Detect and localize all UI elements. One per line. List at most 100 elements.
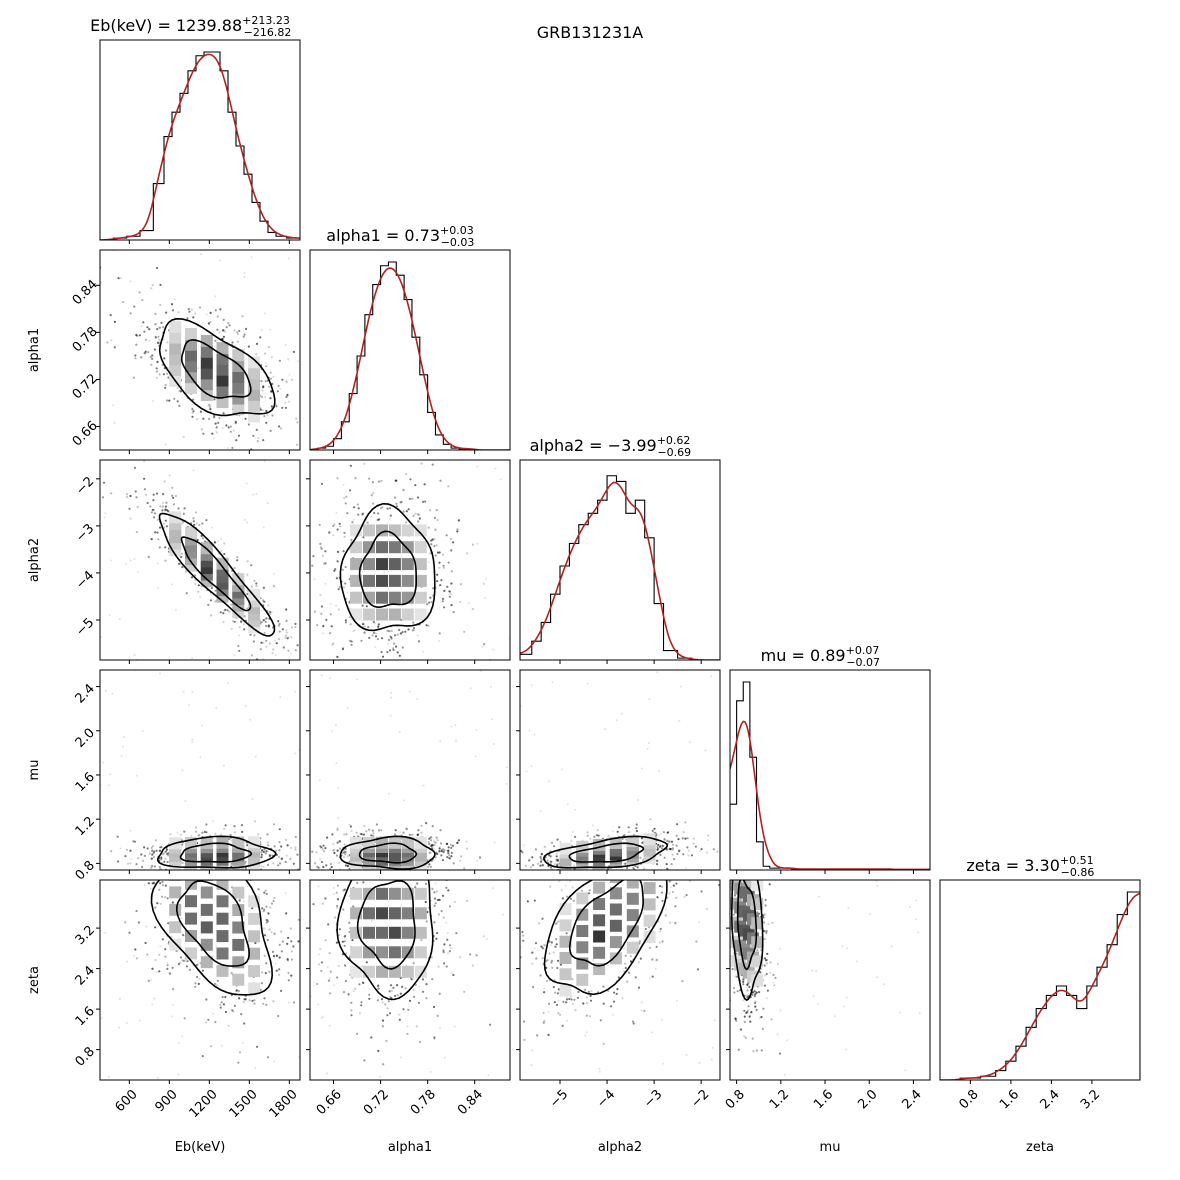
scatter-point <box>442 851 445 854</box>
scatter-outlier <box>531 1049 534 1052</box>
scatter-point <box>445 689 447 691</box>
scatter-point <box>411 629 414 632</box>
scatter-point <box>540 852 544 856</box>
scatter-point <box>655 958 659 962</box>
scatter-point <box>668 892 671 895</box>
scatter-point <box>750 867 752 869</box>
scatter-point <box>430 956 433 959</box>
scatter-outlier <box>269 328 272 331</box>
scatter-point <box>556 992 560 995</box>
scatter-point <box>336 976 339 979</box>
scatter-point <box>343 833 346 836</box>
scatter-outlier <box>640 1009 643 1012</box>
scatter-point <box>342 991 346 994</box>
scatter-point <box>96 436 98 438</box>
scatter-point <box>344 502 347 505</box>
scatter-point <box>372 821 374 823</box>
scatter-point <box>764 904 767 907</box>
panel-title-mu: mu = 0.89+0.07 <box>761 644 880 665</box>
density-cell <box>388 541 401 554</box>
scatter-point <box>450 855 453 858</box>
scatter-point <box>265 850 268 853</box>
scatter-point <box>329 970 332 973</box>
scatter-point <box>427 862 430 865</box>
scatter-point <box>521 930 524 934</box>
y-tick-label: 1.6 <box>73 1004 98 1029</box>
scatter-point <box>663 856 666 859</box>
scatter-point <box>242 451 244 453</box>
scatter-point <box>376 638 379 641</box>
scatter-point <box>433 904 436 908</box>
scatter-point <box>405 521 408 524</box>
scatter-point <box>267 385 271 388</box>
scatter-point <box>320 969 323 973</box>
scatter-point <box>483 643 486 646</box>
scatter-point <box>132 850 134 852</box>
scatter-point <box>588 1015 592 1018</box>
scatter-outlier <box>294 752 297 755</box>
scatter-point <box>269 377 272 380</box>
scatter-point <box>275 405 278 408</box>
scatter-point <box>472 928 474 930</box>
scatter-point <box>209 599 213 602</box>
panels-group: Eb(keV) = 1239.88+213.23−216.820.660.720… <box>27 14 1141 1155</box>
scatter-point <box>408 676 410 678</box>
scatter-outlier <box>370 920 373 922</box>
scatter-point <box>683 895 686 898</box>
scatter-outlier <box>623 947 626 950</box>
panel-frame <box>729 669 931 871</box>
scatter-point <box>742 843 744 845</box>
scatter-point <box>424 872 426 874</box>
scatter-outlier <box>846 947 848 950</box>
scatter-point <box>746 1011 749 1014</box>
scatter-point <box>180 871 182 873</box>
scatter-point <box>223 330 227 333</box>
scatter-point <box>426 910 429 914</box>
scatter-point <box>201 969 204 972</box>
scatter-point <box>655 859 659 862</box>
scatter-point <box>358 1012 362 1015</box>
contour-inner <box>356 880 416 970</box>
x-tick-label: 1500 <box>227 1087 261 1121</box>
scatter-point <box>531 962 534 965</box>
scatter-point <box>520 849 523 852</box>
scatter-point <box>536 1034 539 1037</box>
scatter-outlier <box>353 629 356 632</box>
scatter-outlier <box>530 684 533 687</box>
scatter-point <box>363 625 366 628</box>
panel-frame <box>99 459 301 661</box>
scatter-point <box>252 640 255 643</box>
scatter-point <box>432 587 435 590</box>
scatter-point <box>376 789 378 791</box>
scatter-point <box>265 617 268 620</box>
scatter-point <box>272 899 275 903</box>
scatter-point <box>447 851 450 855</box>
scatter-point <box>687 849 690 852</box>
scatter-point <box>666 831 669 834</box>
contour-inner <box>180 536 252 612</box>
scatter-point <box>655 833 658 836</box>
scatter-point <box>733 855 735 857</box>
scatter-point <box>356 872 358 874</box>
density-cell <box>200 356 213 369</box>
scatter-outlier <box>446 932 449 935</box>
scatter-point <box>231 446 234 449</box>
scatter-point <box>159 505 162 508</box>
scatter-outlier <box>244 704 247 707</box>
scatter-outlier <box>287 1001 290 1004</box>
scatter-point <box>155 849 158 852</box>
scatter-point <box>671 843 675 846</box>
scatter-point <box>208 403 211 406</box>
scatter-point <box>748 847 750 849</box>
scatter-point <box>392 872 394 874</box>
scatter-point <box>560 889 564 892</box>
scatter-point <box>627 826 630 829</box>
scatter-point <box>431 844 434 847</box>
scatter-point <box>723 925 725 927</box>
scatter-point <box>346 512 349 515</box>
scatter-outlier <box>494 467 497 470</box>
scatter-point <box>559 963 563 966</box>
scatter-point <box>285 629 288 632</box>
scatter-outlier <box>476 542 479 545</box>
scatter-point <box>241 461 243 463</box>
